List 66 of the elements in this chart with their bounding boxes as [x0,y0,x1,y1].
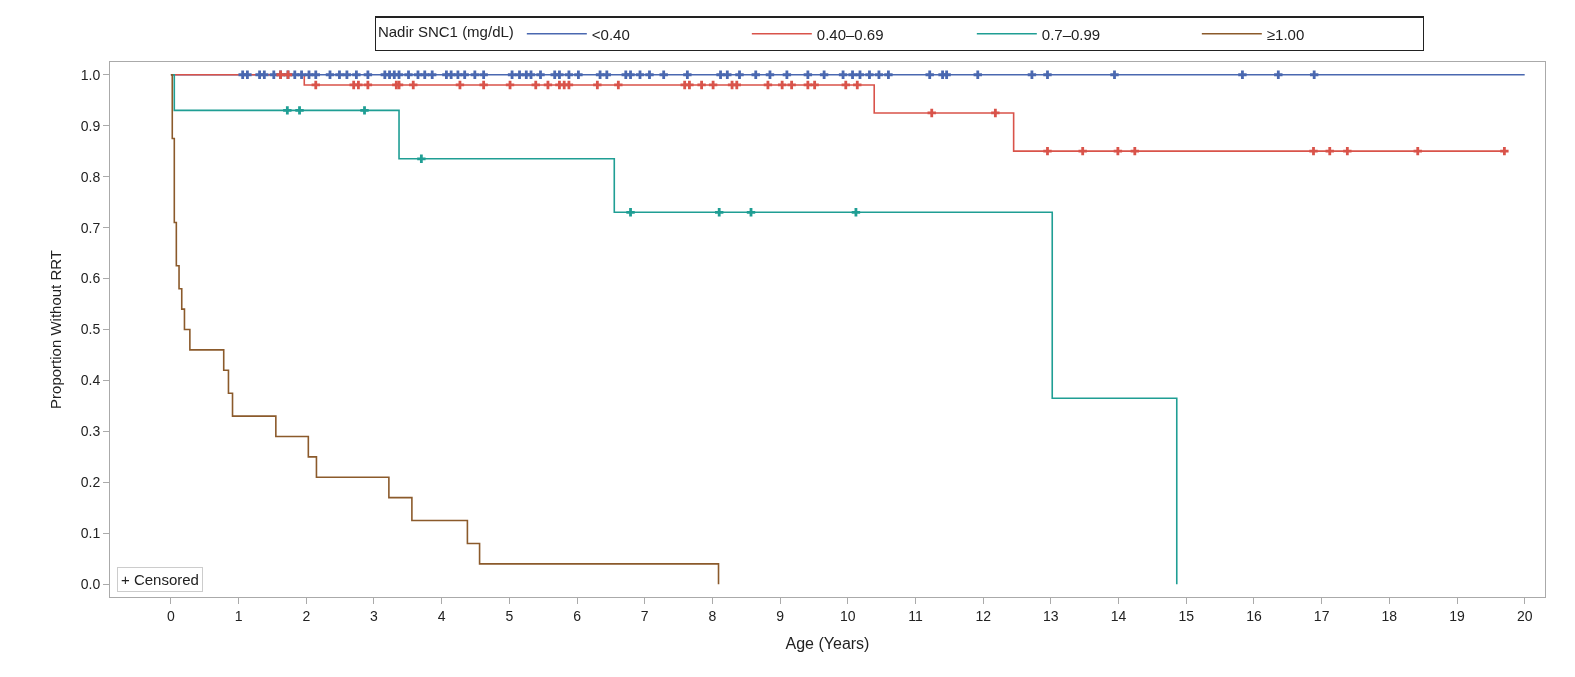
point [283,106,292,115]
x-tick-label: 1 [234,607,243,624]
y-tick-label: 0.6 [80,270,101,287]
point [851,208,861,217]
y-tick-label: 0.8 [80,168,101,185]
x-tick-label: 12 [975,607,992,624]
y-axis-title: Proportion Without RRT [46,250,64,409]
y-tick-label: 0.4 [80,372,101,389]
legend-label: 0.7–0.99 [1041,25,1101,43]
point [626,208,635,217]
point [593,80,602,90]
x-tick-label: 4 [437,607,446,624]
point [360,106,369,115]
x-tick-label: 7 [640,607,649,624]
x-tick-label: 3 [370,607,379,624]
y-tick-label: 0.0 [80,576,101,593]
x-tick-label: 17 [1313,607,1330,624]
x-tick-label: 16 [1246,607,1262,624]
point [1413,146,1422,156]
point [1113,146,1123,156]
legend-label: <0.40 [591,25,630,43]
x-tick-label: 13 [1043,607,1059,624]
point [417,154,426,164]
y-tick-label: 0.5 [80,321,101,338]
point [295,106,304,115]
y-tick-label: 1.0 [80,66,101,83]
point [1500,146,1509,156]
x-tick-label: 14 [1110,607,1127,624]
x-tick-label: 15 [1178,607,1195,624]
x-tick-label: 19 [1449,607,1465,624]
point [810,80,819,90]
x-tick-label: 6 [573,607,582,624]
point [787,80,796,90]
point [715,208,724,217]
x-tick-label: 11 [908,607,923,624]
legend-label: 0.40–0.69 [816,25,884,43]
point [746,208,756,217]
point [354,80,363,90]
point [1325,146,1334,156]
y-tick-label: 0.1 [80,525,101,542]
point [1309,146,1318,156]
x-tick-label: 18 [1381,607,1398,624]
y-tick-label: 0.3 [80,423,101,440]
x-tick-label: 9 [776,607,785,624]
point [685,80,694,90]
y-tick-label: 0.9 [80,117,101,134]
y-tick-label: 0.7 [80,219,101,236]
legend-title: Nadir SNC1 (mg/dL) [377,23,514,40]
x-tick-label: 0 [167,607,176,624]
x-tick-label: 20 [1516,607,1533,624]
y-tick-label: 0.2 [80,474,101,491]
point [1078,146,1087,156]
x-tick-label: 8 [708,607,717,624]
annotation: + Censored [121,571,199,588]
x-tick-label: 5 [505,607,514,624]
point [697,80,706,90]
x-axis-title: Age (Years) [785,635,870,653]
point [1130,146,1140,156]
point [991,108,1000,118]
point [1043,146,1052,156]
point [1343,146,1352,156]
legend-label: ≥1.00 [1266,25,1305,43]
x-tick-label: 2 [302,607,311,624]
point [614,80,623,90]
point [479,80,488,90]
x-tick-label: 10 [840,607,856,624]
